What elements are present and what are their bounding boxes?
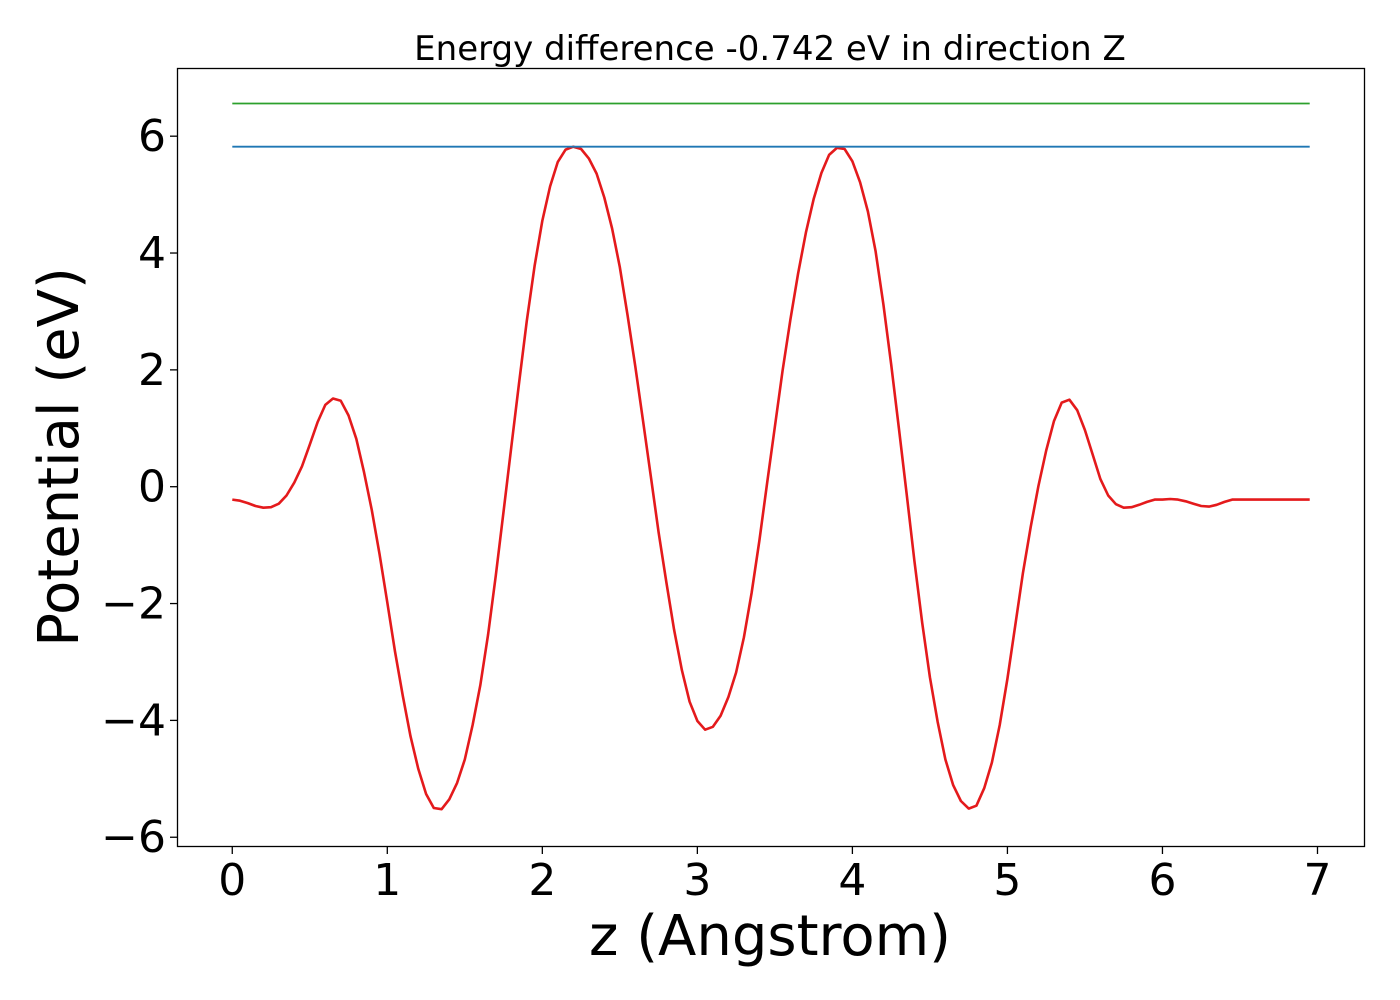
y-tick-label: 0 <box>138 462 166 513</box>
y-axis-label: Potential (eV) <box>27 267 92 647</box>
y-tick-label: −6 <box>101 812 166 863</box>
y-tick-label: 2 <box>138 345 166 396</box>
x-tick-label: 2 <box>528 855 556 906</box>
axes-frame <box>176 67 1366 848</box>
x-tick-label: 7 <box>1303 855 1331 906</box>
y-tick-label: −4 <box>101 695 166 746</box>
y-axis: −6 −4 −2 0 2 4 6 <box>101 111 178 863</box>
x-axis-label: z (Angstrom) <box>589 904 951 969</box>
y-tick-label: 4 <box>138 228 166 279</box>
x-tick-label: 5 <box>993 855 1021 906</box>
series-line-0 <box>232 145 1310 811</box>
x-tick-label: 0 <box>218 855 246 906</box>
x-tick-label: 3 <box>683 855 711 906</box>
y-tick-label: −2 <box>101 579 166 630</box>
chart-title: Energy difference -0.742 eV in direction… <box>414 29 1126 69</box>
y-tick-label: 6 <box>138 111 166 162</box>
x-tick-label: 4 <box>838 855 866 906</box>
x-axis: 0 1 2 3 4 5 6 7 <box>218 846 1331 906</box>
x-tick-label: 1 <box>373 855 401 906</box>
plot-area <box>232 102 1310 811</box>
x-tick-label: 6 <box>1148 855 1176 906</box>
